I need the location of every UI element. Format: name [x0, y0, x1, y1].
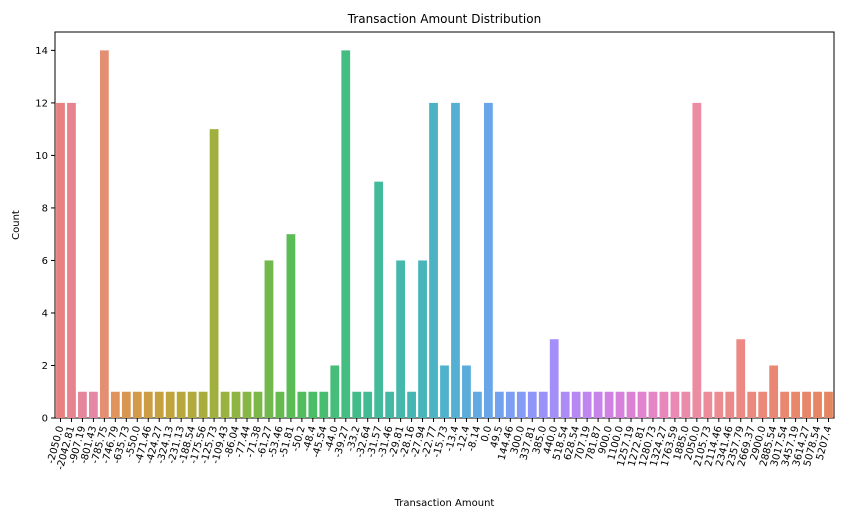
bar: [549, 339, 559, 418]
plot-frame: [54, 31, 835, 419]
bar: [527, 391, 537, 418]
bar: [143, 391, 153, 418]
x-axis: -2050.0-2042.81-907.19-801.43-785.75-746…: [46, 418, 834, 471]
bar: [593, 391, 603, 418]
bar: [824, 391, 833, 418]
bar: [494, 391, 504, 418]
bar: [703, 391, 713, 418]
bar: [769, 365, 779, 418]
x-axis-title: Transaction Amount: [394, 498, 495, 509]
bar: [802, 391, 811, 418]
bar: [121, 391, 131, 418]
bar: [67, 102, 76, 419]
y-tick-label: 14: [35, 46, 48, 57]
bars: [56, 50, 833, 419]
bar: [813, 391, 822, 418]
bar: [275, 391, 285, 418]
bar: [725, 391, 735, 418]
bar: [330, 365, 340, 418]
bar: [780, 391, 790, 418]
y-tick-label: 12: [35, 98, 48, 109]
bar: [473, 391, 482, 418]
bar: [264, 260, 274, 418]
bar: [483, 102, 493, 419]
bar: [505, 391, 515, 418]
bar: [209, 129, 219, 418]
bar: [571, 391, 581, 418]
bar: [440, 365, 449, 418]
bar: [363, 391, 373, 418]
bar: [198, 391, 208, 418]
bar: [418, 260, 427, 418]
bar: [714, 391, 724, 418]
bar: [231, 391, 241, 418]
bar: [538, 391, 548, 418]
bar: [297, 391, 307, 418]
chart-title: Transaction Amount Distribution: [347, 12, 541, 26]
bar: [604, 391, 614, 418]
bar: [286, 234, 296, 418]
y-tick-label: 6: [42, 256, 48, 267]
bar: [516, 391, 526, 418]
y-tick-label: 2: [42, 361, 48, 372]
bar: [462, 365, 471, 418]
bar: [99, 50, 109, 418]
bar: [582, 391, 592, 418]
bar: [429, 102, 438, 419]
bar: [451, 102, 460, 419]
bar: [165, 391, 175, 418]
bar: [176, 391, 186, 418]
bar: [78, 391, 87, 418]
bar: [89, 391, 98, 418]
bar: [626, 391, 636, 418]
x-tick-label: 0.0: [480, 425, 495, 443]
bar: [319, 391, 329, 418]
bar: [341, 50, 351, 418]
bar: [154, 391, 164, 418]
bar: [758, 391, 768, 418]
bar: [736, 339, 746, 418]
bar: [385, 391, 395, 418]
y-tick-label: 8: [42, 203, 48, 214]
y-tick-label: 0: [42, 414, 48, 425]
bar: [132, 391, 142, 418]
bar: [681, 391, 691, 418]
y-axis-title: Count: [11, 210, 22, 240]
bar: [220, 391, 230, 418]
bar: [374, 181, 384, 418]
bar: [560, 391, 570, 418]
bar: [308, 391, 318, 418]
bar: [670, 391, 680, 418]
bar: [352, 391, 362, 418]
bar: [407, 391, 416, 418]
bar: [747, 391, 757, 418]
y-tick-label: 4: [42, 308, 48, 319]
bar: [637, 391, 647, 418]
bar: [692, 102, 702, 419]
y-tick-label: 10: [35, 151, 48, 162]
bar: [253, 391, 263, 418]
bar: [110, 391, 120, 418]
bar: [187, 391, 197, 418]
bar: [56, 102, 65, 419]
bar: [615, 391, 625, 418]
bar: [648, 391, 658, 418]
bar: [791, 391, 800, 418]
bar: [242, 391, 252, 418]
bar: [659, 391, 669, 418]
bar: [396, 260, 406, 418]
y-axis: 0 2 4 6 8 10 12 14: [35, 46, 55, 425]
